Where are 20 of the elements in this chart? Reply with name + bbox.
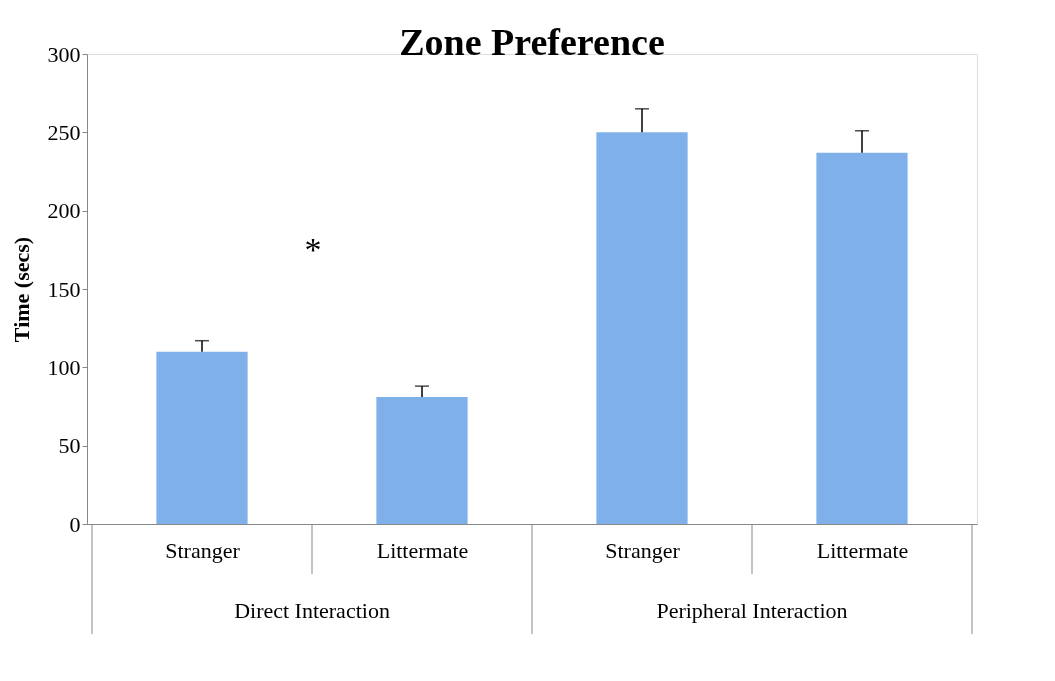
y-tick-label: 50 (58, 433, 81, 459)
text: Direct Interaction (234, 598, 390, 623)
y-tick-label: 150 (47, 276, 81, 302)
y-tick-label: 300 (47, 41, 81, 67)
y-tick-label: 100 (47, 354, 81, 380)
bar (156, 351, 248, 524)
bar (376, 397, 468, 524)
bar (816, 152, 908, 524)
annotation: * (304, 231, 322, 269)
x-tick-label: Stranger (605, 537, 681, 563)
bar (596, 132, 688, 524)
x-tick-label: Littermate (376, 537, 469, 563)
y-axis-title: Time (secs) (8, 236, 34, 343)
x-tick-label: Stranger (165, 537, 241, 563)
y-tick-label: 250 (47, 119, 81, 145)
chart-title: Zone Preference (399, 21, 665, 63)
y-tick-label: 200 (47, 198, 81, 224)
text: Peripheral Interaction (656, 598, 848, 623)
x-tick-label: Littermate (816, 537, 909, 563)
y-tick-label: 0 (69, 511, 81, 537)
